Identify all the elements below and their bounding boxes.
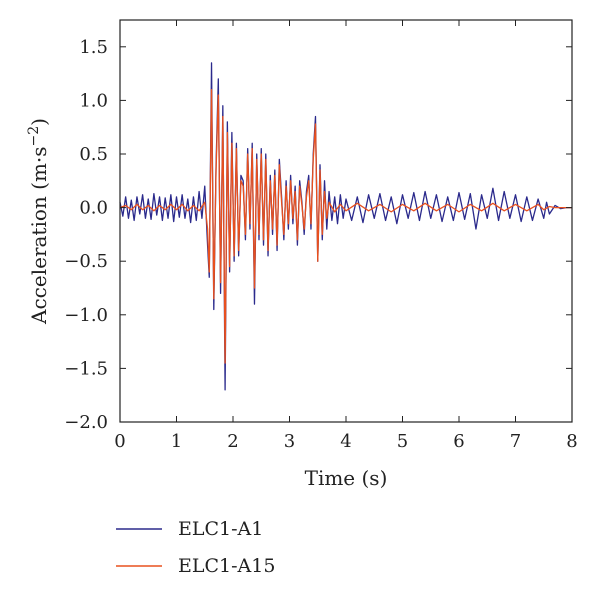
y-axis-ticks: −2.0 −1.5 −1.0 −0.5 0.0 0.5 1.0 1.5 [64,37,572,433]
y-tick-label: −0.5 [64,251,108,272]
y-tick-label: 0.0 [79,198,108,219]
y-tick-label: 0.5 [79,144,108,165]
x-axis-label: Time (s) [305,466,388,490]
x-tick-label: 3 [284,431,295,452]
series-line-1 [119,62,572,391]
y-tick-label: 1.0 [79,90,108,111]
x-tick-label: 0 [114,431,125,452]
x-tick-label: 8 [566,431,577,452]
y-axis-label-close: ) [27,118,51,126]
x-tick-label: 7 [510,431,521,452]
y-tick-label: −1.0 [64,305,108,326]
y-axis-label: Acceleration (m·s−2) [26,118,51,325]
y-tick-label: −1.5 [64,358,108,379]
series-line-2 [119,89,572,364]
x-tick-label: 1 [171,431,182,452]
x-tick-label: 2 [227,431,238,452]
plot-area: 0 1 2 3 4 5 6 7 8 −2.0 −1.5 −1.0 −0.5 0.0 0.5 1.0 1.5 [64,19,578,452]
y-tick-label: 1.5 [79,37,108,58]
plot-frame [119,19,573,423]
x-tick-label: 4 [340,431,351,452]
y-axis-label-main: Acceleration (m·s [27,146,51,325]
legend: ELC1-A1 ELC1-A15 [116,518,275,577]
y-axis-label-superscript: −2 [26,126,42,147]
legend-label-2: ELC1-A15 [178,555,275,577]
x-tick-label: 6 [453,431,464,452]
x-tick-label: 5 [397,431,408,452]
y-tick-label: −2.0 [64,412,108,433]
x-axis-ticks: 0 1 2 3 4 5 6 7 8 [114,20,578,452]
series-layer [119,62,572,391]
legend-label-1: ELC1-A1 [178,518,263,540]
